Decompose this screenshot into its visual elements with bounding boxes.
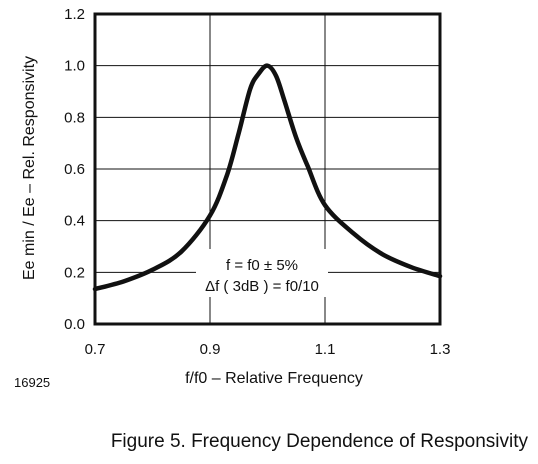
y-tick-label: 0.8 <box>64 109 85 126</box>
y-tick-labels: 0.0 0.2 0.4 0.6 0.8 1.0 1.2 <box>64 6 85 333</box>
y-tick-label: 0.4 <box>64 213 85 230</box>
y-tick-label: 0.0 <box>64 316 85 333</box>
y-tick-label: 1.2 <box>64 6 85 23</box>
y-tick-label: 1.0 <box>64 58 85 75</box>
x-axis-label: f/f0 – Relative Frequency <box>185 370 363 387</box>
annotation-backdrop <box>196 249 328 297</box>
x-tick-label: 1.3 <box>430 341 451 358</box>
annotation-line-1: f = f0 ± 5% <box>226 257 298 274</box>
y-axis-label: Ee min / Ee – Rel. Responsivity <box>21 56 38 280</box>
x-tick-label: 0.7 <box>85 341 106 358</box>
plot-frame <box>93 12 442 326</box>
responsivity-curve <box>92 63 443 292</box>
y-tick-label: 0.2 <box>64 264 85 281</box>
x-tick-label: 0.9 <box>200 341 221 358</box>
y-tick-label: 0.6 <box>64 161 85 178</box>
figure-id: 16925 <box>14 375 50 390</box>
x-tick-labels: 0.7 0.9 1.1 1.3 <box>85 341 451 358</box>
x-tick-label: 1.1 <box>315 341 336 358</box>
figure-caption: Figure 5. Frequency Dependence of Respon… <box>110 431 528 452</box>
annotation-line-2: Δf ( 3dB ) = f0/10 <box>205 278 319 295</box>
